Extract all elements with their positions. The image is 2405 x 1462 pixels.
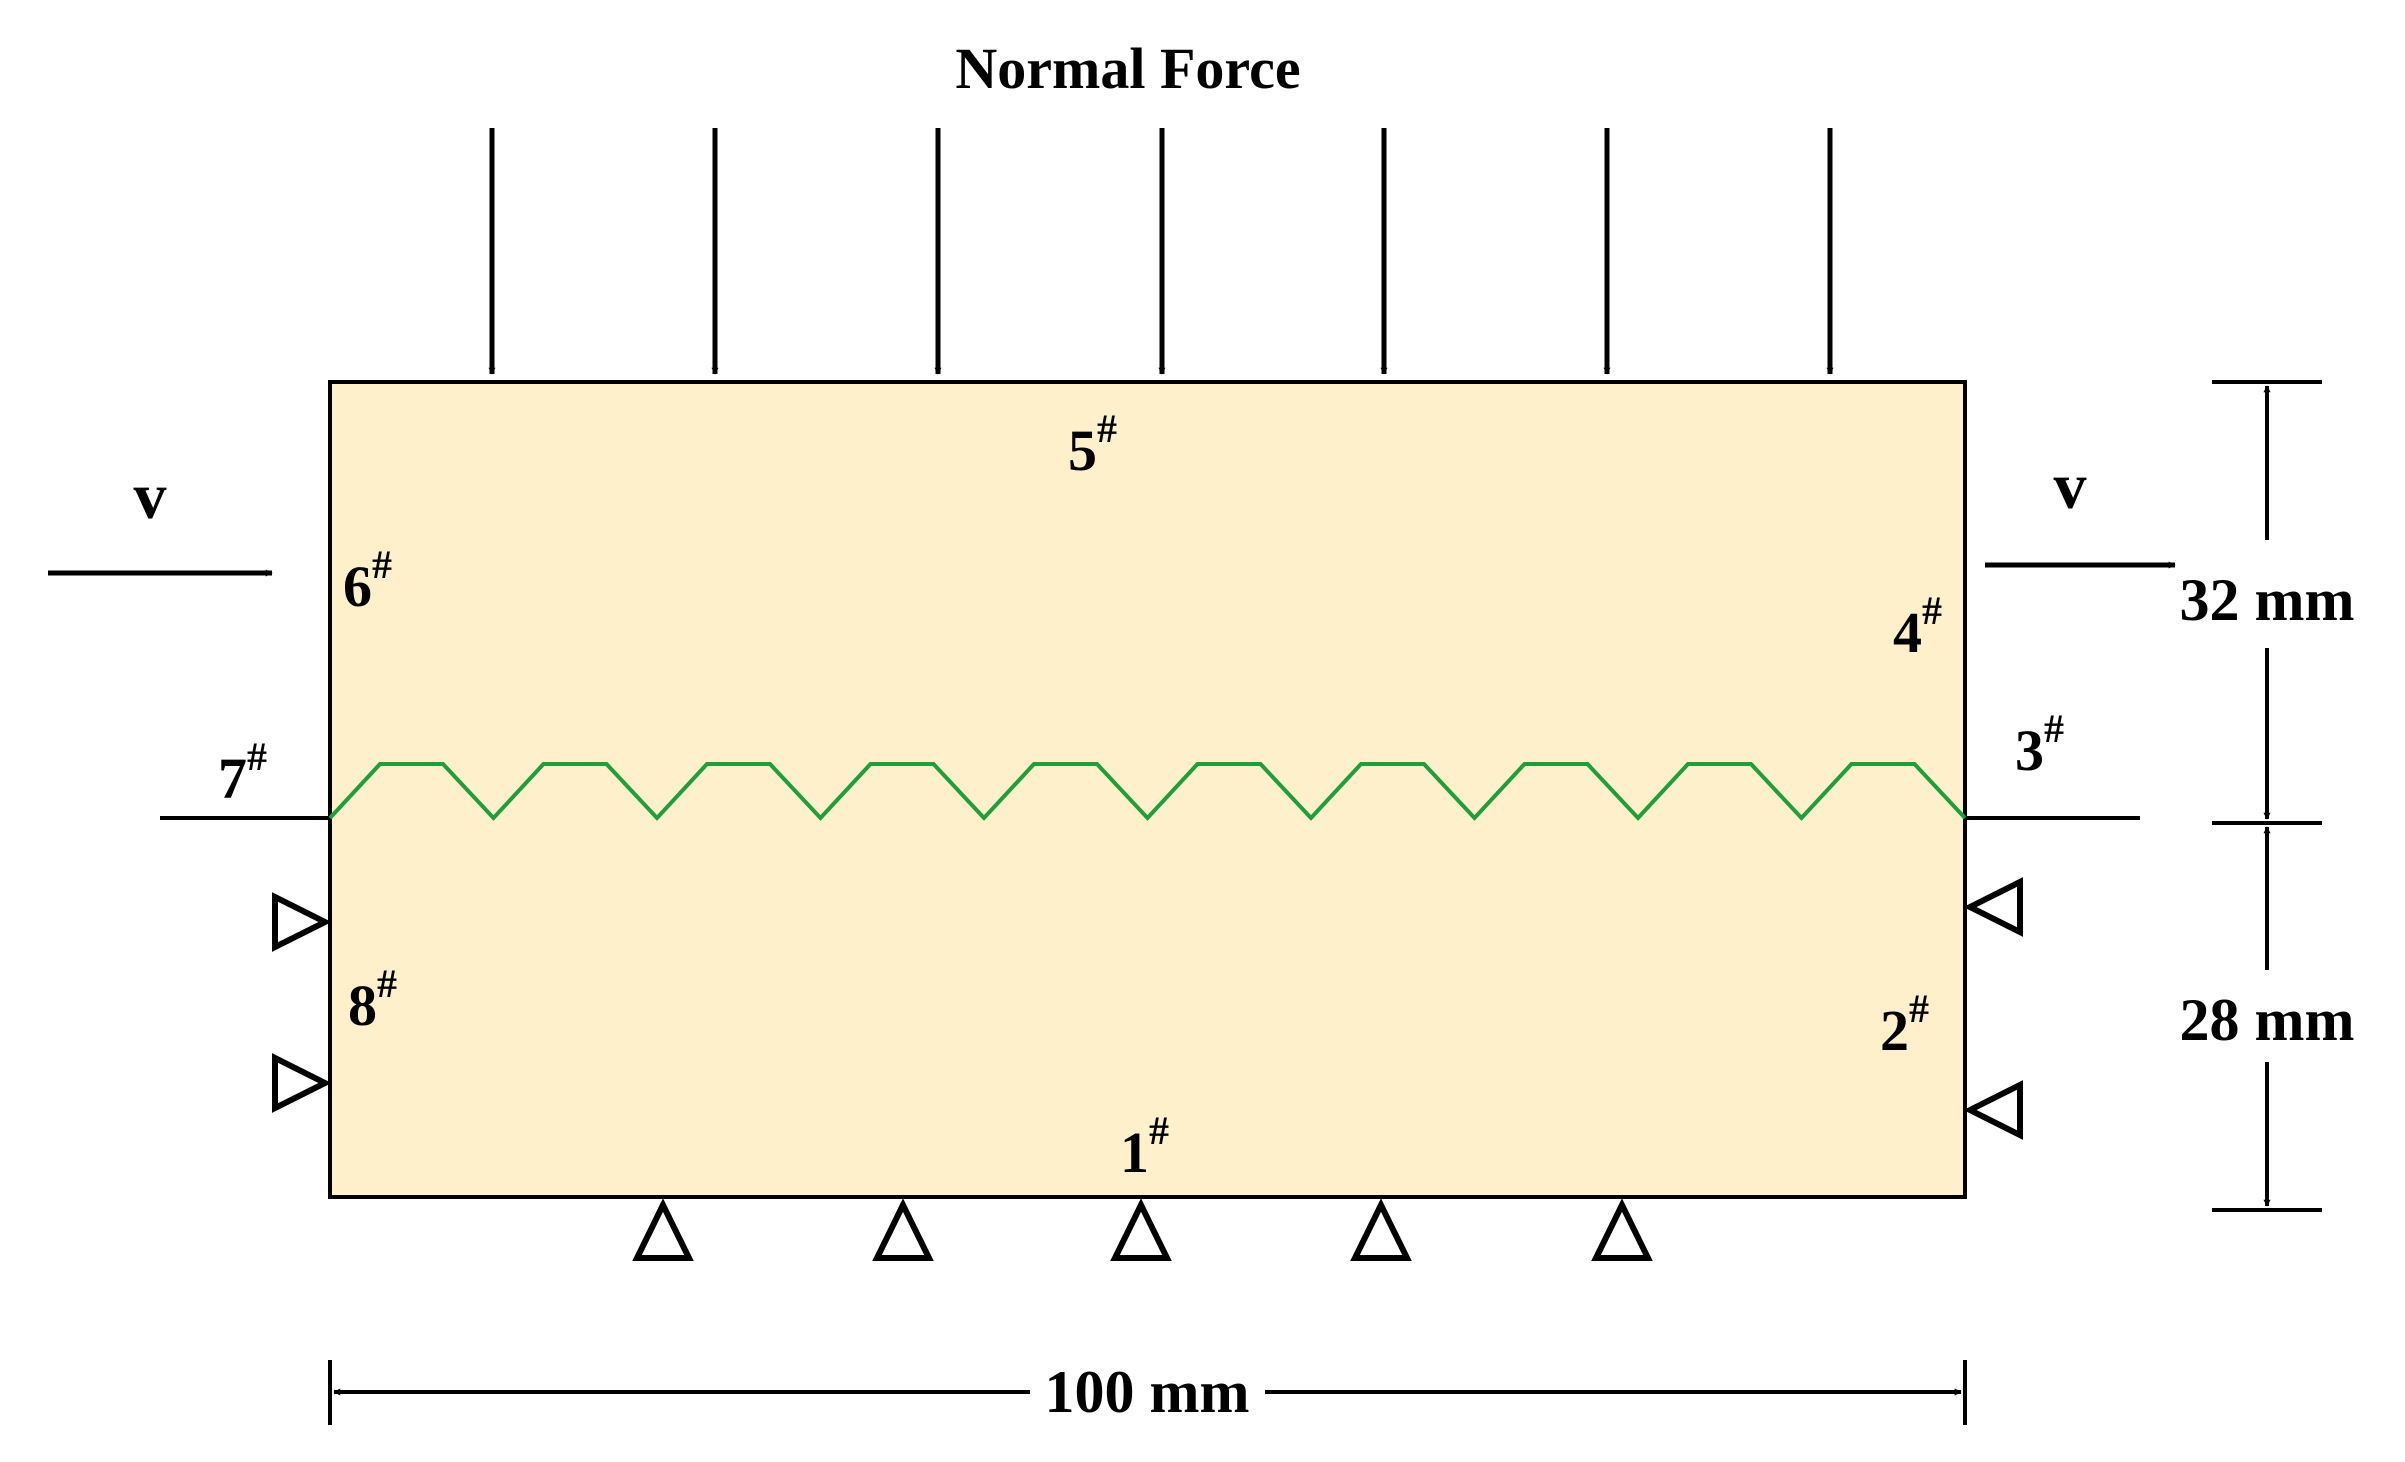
point-label-5: 5#: [1068, 406, 1117, 483]
point-label-4: 4#: [1893, 588, 1942, 665]
width-dimension: [328, 1360, 1967, 1425]
lower-height-label: 28 mm: [2180, 987, 2355, 1053]
point-label-2: 2#: [1880, 986, 1929, 1063]
point-label-8: 8#: [348, 961, 397, 1038]
serrated-joint-line: [328, 762, 1967, 821]
left-support-1: [272, 892, 332, 952]
right-support-1: [1963, 877, 2023, 937]
point-label-3: 3#: [2015, 706, 2064, 783]
point-label-1: 1#: [1120, 1108, 1169, 1185]
normal-force-arrows: [488, 128, 1834, 375]
upper-height-label: 32 mm: [2180, 567, 2355, 633]
velocity-label-right: v: [2054, 450, 2087, 523]
point-label-6: 6#: [343, 542, 392, 619]
diagram-title: Normal Force: [955, 36, 1300, 101]
bottom-support-3: [1110, 1198, 1172, 1261]
bottom-support-5: [1591, 1198, 1653, 1261]
bottom-support-1: [632, 1198, 694, 1261]
right-support-2: [1963, 1080, 2023, 1140]
specimen-block: [328, 380, 1967, 1199]
velocity-label-left: v: [134, 460, 167, 533]
bottom-support-4: [1350, 1198, 1412, 1261]
left-support-2: [272, 1053, 332, 1113]
width-label: 100 mm: [1045, 1359, 1250, 1425]
height-dimension: [2212, 380, 2322, 1212]
boundary-supports: [272, 877, 2023, 1261]
point-label-7: 7#: [218, 734, 267, 811]
bottom-support-2: [872, 1198, 934, 1261]
